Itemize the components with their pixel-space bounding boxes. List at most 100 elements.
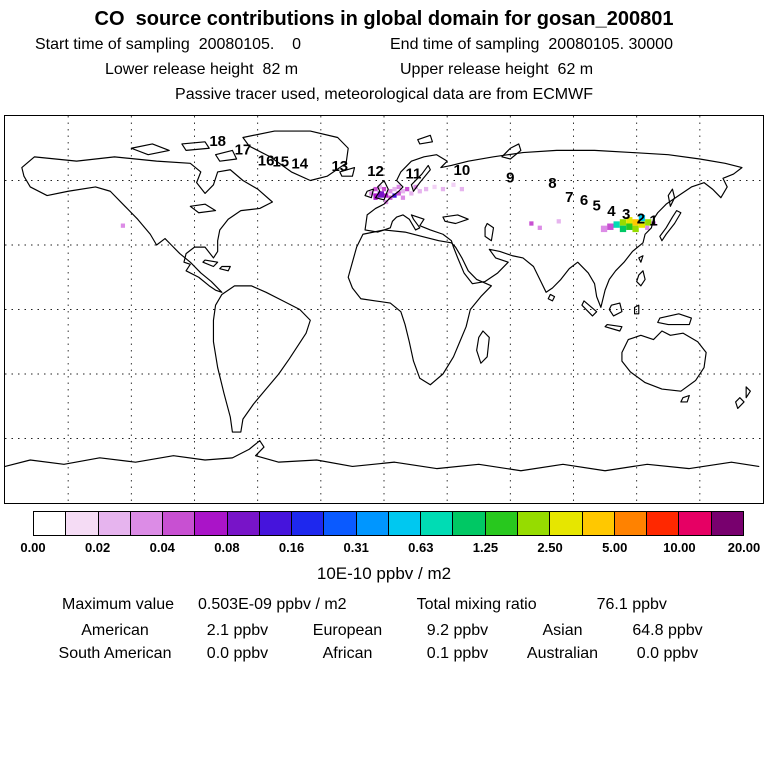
colorbar-segment xyxy=(614,512,648,535)
colorbar xyxy=(33,511,744,536)
coast-ireland xyxy=(364,188,375,199)
coast-caspian-sea xyxy=(484,222,495,242)
region-value: 0.1 ppbv xyxy=(426,645,489,662)
end-time-label: End time of sampling xyxy=(390,36,540,53)
colorbar-tick: 0.63 xyxy=(408,540,434,555)
coast-tasmania xyxy=(680,394,690,403)
upper-release-value: 62 m xyxy=(557,61,594,78)
region-value: 2.1 ppbv xyxy=(206,622,269,639)
coast-sakhalin xyxy=(667,188,676,207)
coast-new-zealand-north xyxy=(745,386,751,399)
trajectory-day-8: 8 xyxy=(548,175,556,192)
concentration-cell xyxy=(626,217,633,224)
concentration-cell xyxy=(373,193,378,200)
concentration-cell xyxy=(120,223,126,228)
coast-sulawesi xyxy=(633,304,640,315)
region-label: Asian xyxy=(542,622,583,639)
trajectory-day-11: 11 xyxy=(406,165,422,182)
coast-antarctica xyxy=(5,440,760,472)
colorbar-segment xyxy=(259,512,293,535)
concentration-cell xyxy=(417,189,422,194)
release-height-line: Lower release height 82 m Upper release … xyxy=(0,57,768,82)
region-label: South American xyxy=(58,645,172,662)
start-time-group: Start time of sampling 20080105. 0 xyxy=(35,32,390,57)
colorbar-unit: 10E-10 ppbv / m2 xyxy=(316,564,452,583)
trajectory-day-1: 1 xyxy=(649,213,657,230)
concentration-cell xyxy=(377,184,382,190)
trajectory-day-6: 6 xyxy=(580,192,588,209)
concentration-cell xyxy=(459,186,465,192)
colorbar-tick: 20.00 xyxy=(727,540,761,555)
colorbar-tick: 0.08 xyxy=(214,540,240,555)
colorbar-segment xyxy=(130,512,164,535)
max-value: 0.503E-09 ppbv / m2 xyxy=(198,596,347,613)
coast-arctic-island-2 xyxy=(181,141,210,151)
concentration-cell xyxy=(632,219,639,226)
concentration-cell xyxy=(440,186,446,192)
coast-sumatra xyxy=(581,300,598,317)
concentration-cell xyxy=(619,219,627,226)
trajectory-day-3: 3 xyxy=(622,206,630,223)
concentration-cell xyxy=(392,193,397,198)
coast-australia xyxy=(621,330,707,392)
coast-borneo xyxy=(608,302,623,317)
coast-taiwan xyxy=(638,255,644,263)
coast-cuba xyxy=(202,259,219,268)
concentration-cell xyxy=(396,184,401,190)
concentration-cell xyxy=(413,184,418,190)
trajectory-day-2: 2 xyxy=(637,211,645,228)
trajectory-day-13: 13 xyxy=(331,158,348,175)
concentration-cell xyxy=(619,225,627,233)
coastlines xyxy=(5,130,760,472)
concentration-cell xyxy=(645,219,652,226)
concentration-cell xyxy=(626,223,633,230)
colorbar-segment xyxy=(98,512,131,535)
coast-new-guinea xyxy=(657,313,692,326)
colorbar-segment xyxy=(34,512,67,535)
coast-java xyxy=(604,323,623,332)
coast-great-lakes xyxy=(189,203,217,214)
end-time-value: 20080105. 30000 xyxy=(548,36,673,53)
statistics-block: Maximum value 0.503E-09 ppbv / m2 Total … xyxy=(0,596,768,664)
concentration-cell xyxy=(388,189,393,194)
trajectory-day-4: 4 xyxy=(607,203,616,220)
colorbar-segment xyxy=(421,512,454,535)
lower-release-value: 82 m xyxy=(262,61,299,78)
total-mixing-ratio-value: 76.1 ppbv xyxy=(596,596,667,613)
colorbar-tick: 10.00 xyxy=(663,540,696,555)
upper-release-group: Upper release height 62 m xyxy=(400,57,593,82)
concentration-cell xyxy=(405,186,410,192)
trajectory-day-5: 5 xyxy=(592,198,600,215)
concentration-cell xyxy=(537,225,542,230)
coast-hispaniola xyxy=(219,265,231,272)
coast-arctic-island-1 xyxy=(130,143,170,156)
max-value-label: Maximum value xyxy=(62,596,175,613)
concentration-cell xyxy=(377,191,385,198)
world-map-panel: 18 17 16 15 14 13 12 11 10 9 8 7 6 5 4 3 2 1 xyxy=(4,115,764,504)
coast-britain xyxy=(374,179,389,201)
region-label: European xyxy=(312,622,383,639)
colorbar-segment xyxy=(292,512,325,535)
trajectory-day-12: 12 xyxy=(367,163,384,180)
coast-eurasia xyxy=(364,149,743,308)
coast-africa xyxy=(347,229,492,386)
coast-sri-lanka xyxy=(547,293,556,302)
colorbar-segment xyxy=(324,512,357,535)
trajectory-day-10: 10 xyxy=(454,162,471,179)
concentration-cell xyxy=(369,191,374,196)
plot-title: CO source contributions in global domain… xyxy=(94,8,674,30)
colorbar-tick: 0.00 xyxy=(20,540,46,555)
coast-madagascar xyxy=(476,330,490,364)
concentration-cell xyxy=(373,186,378,192)
colorbar-segment xyxy=(227,512,260,535)
lower-release-group: Lower release height 82 m xyxy=(105,57,400,82)
concentration-cell xyxy=(381,186,387,192)
lower-release-label: Lower release height xyxy=(105,61,254,78)
region-value: 9.2 ppbv xyxy=(426,622,489,639)
trajectory-day-16: 16 xyxy=(258,152,275,169)
concentration-cell xyxy=(651,221,656,226)
trajectory-day-7: 7 xyxy=(565,189,573,206)
trajectory-day-14: 14 xyxy=(291,156,308,173)
